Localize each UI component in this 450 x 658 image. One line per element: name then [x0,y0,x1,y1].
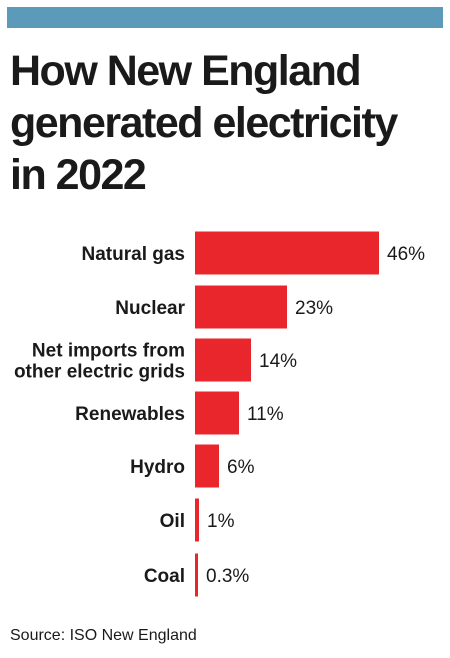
value-label-0: 46% [387,244,425,265]
category-label-3: Renewables [75,404,185,425]
bar-2 [195,338,251,382]
top-accent-bar [7,7,443,28]
bar-1 [195,285,287,329]
category-label-0: Natural gas [82,244,185,265]
category-label-5: Oil [160,511,185,532]
bar-6 [195,553,198,597]
bar-4 [195,444,219,488]
value-label-6: 0.3% [206,566,249,587]
bar-chart: Natural gas 46% Nuclear 23% Net imports from… [14,231,425,597]
bar-3 [195,391,239,435]
bar-0 [195,231,379,275]
category-label-2: Net imports from [32,341,185,362]
value-label-5: 1% [207,511,235,532]
chart-title: How New England generated electricity in… [10,47,398,199]
value-label-3: 11% [247,404,284,425]
category-label-6: Coal [144,566,185,587]
category-label-2: other electric grids [14,362,185,383]
category-label-1: Nuclear [115,298,185,319]
bar-5 [195,498,199,542]
source-note: Source: ISO New England [10,627,197,644]
category-label-4: Hydro [130,457,185,478]
value-label-1: 23% [295,298,333,319]
value-label-4: 6% [227,457,255,478]
value-label-2: 14% [259,351,297,372]
